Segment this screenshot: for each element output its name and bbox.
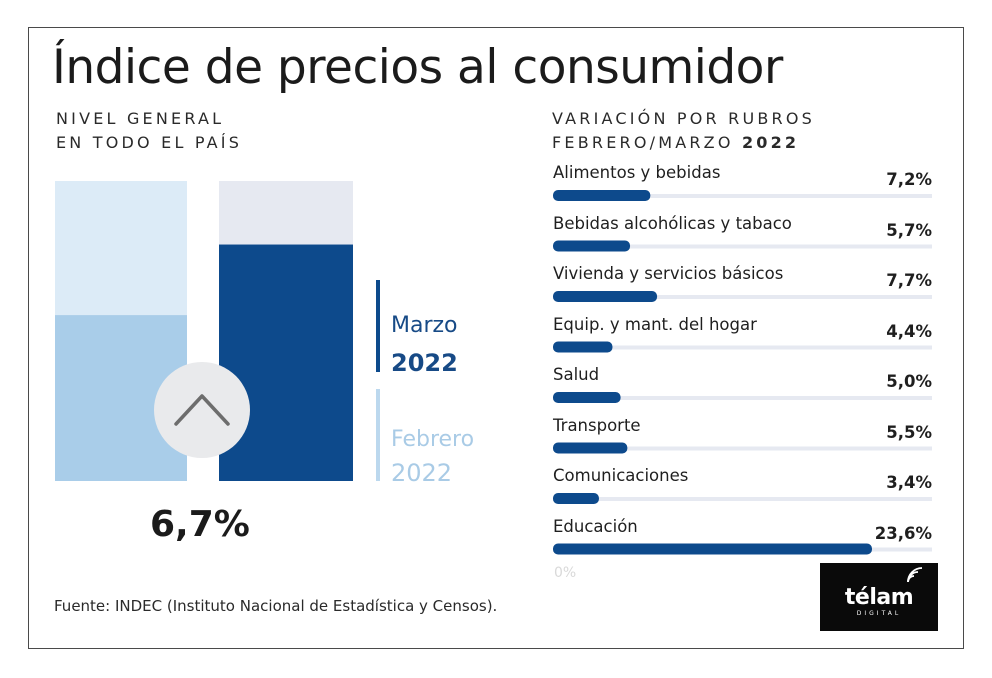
total-value: 6,7% xyxy=(150,504,250,545)
rubro-track xyxy=(553,345,932,350)
logo-sub: DIGITAL xyxy=(856,610,902,617)
rubro-track xyxy=(553,194,932,198)
legend-marzo-month: Marzo xyxy=(391,313,458,338)
source-note: Fuente: INDEC (Instituto Nacional de Est… xyxy=(54,597,498,615)
left-subtitle-line2: EN TODO EL PAÍS xyxy=(56,133,243,152)
rubro-value: 7,2% xyxy=(886,170,932,189)
rubro-label: Alimentos y bebidas xyxy=(553,163,721,182)
rubro-label: Vivienda y servicios básicos xyxy=(553,264,784,283)
rubro-value: 23,6% xyxy=(874,523,932,543)
rubro-track xyxy=(553,497,932,501)
page-title: Índice de precios al consumidor xyxy=(52,40,783,95)
rubro-value: 5,5% xyxy=(886,422,932,442)
rubro-label: Salud xyxy=(553,365,600,384)
rubro-value: 5,7% xyxy=(886,220,932,240)
legend-marzo-marker xyxy=(376,280,380,372)
rubro-bar xyxy=(553,543,872,555)
right-subtitle-year: 2022 xyxy=(741,133,800,152)
axis-zero-label: 0% xyxy=(554,565,577,581)
telam-logo: télam DIGITAL xyxy=(820,563,938,631)
rubro-label: Transporte xyxy=(553,415,641,435)
rubro-track xyxy=(553,396,932,400)
legend-marzo-year: 2022 xyxy=(391,349,458,377)
rubro-label: Educación xyxy=(553,516,638,536)
right-subtitle-prefix: FEBRERO/MARZO xyxy=(552,133,742,152)
rubro-bar xyxy=(553,291,658,302)
rubro-label: Bebidas alcohólicas y tabaco xyxy=(553,213,792,233)
legend-febrero-year: 2022 xyxy=(391,459,453,487)
broadcast-icon xyxy=(907,567,923,583)
rubro-value: 5,0% xyxy=(886,372,932,391)
rubro-value: 3,4% xyxy=(886,473,932,492)
rubro-track xyxy=(553,244,932,249)
rubro-bar xyxy=(553,190,651,201)
logo-word: télam xyxy=(844,585,914,610)
rubro-bar xyxy=(553,341,613,353)
rubro-bar xyxy=(553,392,621,403)
rubro-value: 7,7% xyxy=(886,271,932,290)
rubro-track xyxy=(553,295,932,299)
rubro-label: Comunicaciones xyxy=(553,466,689,485)
rubro-bar xyxy=(553,442,628,454)
rubro-track xyxy=(553,446,932,451)
rubro-bar xyxy=(553,493,599,504)
left-subtitle-line1: NIVEL GENERAL xyxy=(56,109,225,128)
right-subtitle-line2: FEBRERO/MARZO 2022 xyxy=(552,131,799,155)
rubro-value: 4,4% xyxy=(886,321,932,341)
rubro-label: Equip. y mant. del hogar xyxy=(553,314,757,334)
right-subtitle-line1: VARIACIÓN POR RUBROS xyxy=(552,109,816,128)
legend-febrero-marker xyxy=(376,389,380,481)
rubro-bar xyxy=(553,240,631,252)
legend-febrero-month: Febrero xyxy=(391,427,475,452)
